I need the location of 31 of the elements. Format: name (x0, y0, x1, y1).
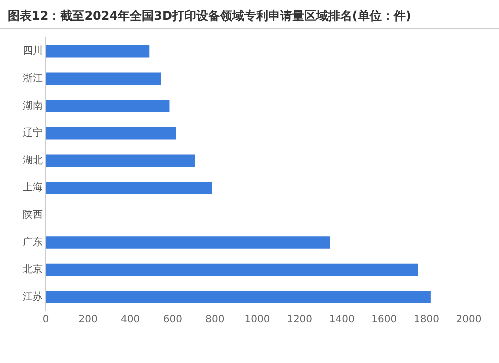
x-tick-label: 0 (42, 314, 50, 326)
y-tick-label: 湖南 (23, 100, 43, 112)
y-tick-label: 北京 (23, 264, 43, 276)
y-tick-label: 江苏 (23, 290, 43, 303)
x-tick-label: 1600 (372, 314, 398, 326)
bar (46, 127, 176, 140)
x-tick-label: 1000 (244, 314, 270, 326)
y-tick-label: 辽宁 (23, 127, 43, 140)
y-tick-label: 湖北 (23, 154, 43, 166)
bar (46, 182, 212, 194)
bar (46, 264, 418, 276)
bar (46, 46, 150, 58)
chart-title: 图表12：截至2024年全国3D打印设备领域专利申请量区域排名(单位：件) (0, 0, 499, 29)
x-tick-label: 1200 (287, 314, 313, 326)
y-tick-label: 陕西 (23, 209, 43, 222)
y-tick-label: 广东 (23, 236, 43, 248)
x-tick-label: 600 (163, 314, 182, 326)
y-tick-label: 四川 (23, 45, 43, 58)
bar (46, 100, 170, 112)
y-tick-label: 浙江 (23, 72, 43, 85)
bar (46, 236, 330, 249)
bar (46, 72, 162, 86)
x-tick-label: 200 (78, 314, 98, 326)
x-tick-label: 1800 (414, 314, 440, 326)
x-tick-label: 800 (206, 314, 225, 326)
x-tick-label: 2000 (456, 314, 482, 326)
y-tick-label: 上海 (23, 182, 43, 194)
x-tick-label: 1400 (329, 314, 355, 326)
bar (46, 291, 431, 304)
bar (46, 154, 196, 167)
x-tick-label: 400 (121, 314, 140, 326)
